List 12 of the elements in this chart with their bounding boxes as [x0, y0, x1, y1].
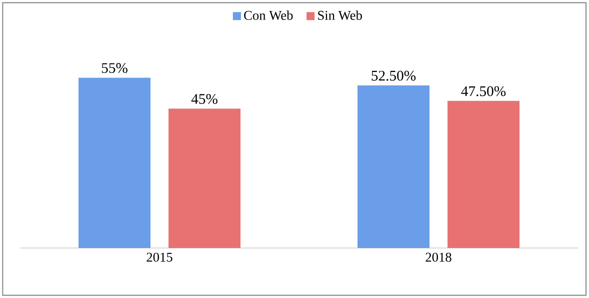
bar — [448, 100, 520, 248]
legend-label: Sin Web — [318, 10, 362, 20]
x-tick-label: 2018 — [426, 252, 452, 262]
legend-label: Con Web — [244, 10, 293, 20]
bar — [168, 108, 241, 248]
data-label: 52.50% — [372, 70, 416, 81]
x-tick-label: 2015 — [146, 252, 172, 262]
data-label: 47.50% — [461, 86, 506, 96]
data-label: 55% — [102, 63, 128, 73]
data-label: 45% — [191, 94, 218, 104]
bar — [358, 85, 430, 248]
bar — [78, 78, 151, 248]
